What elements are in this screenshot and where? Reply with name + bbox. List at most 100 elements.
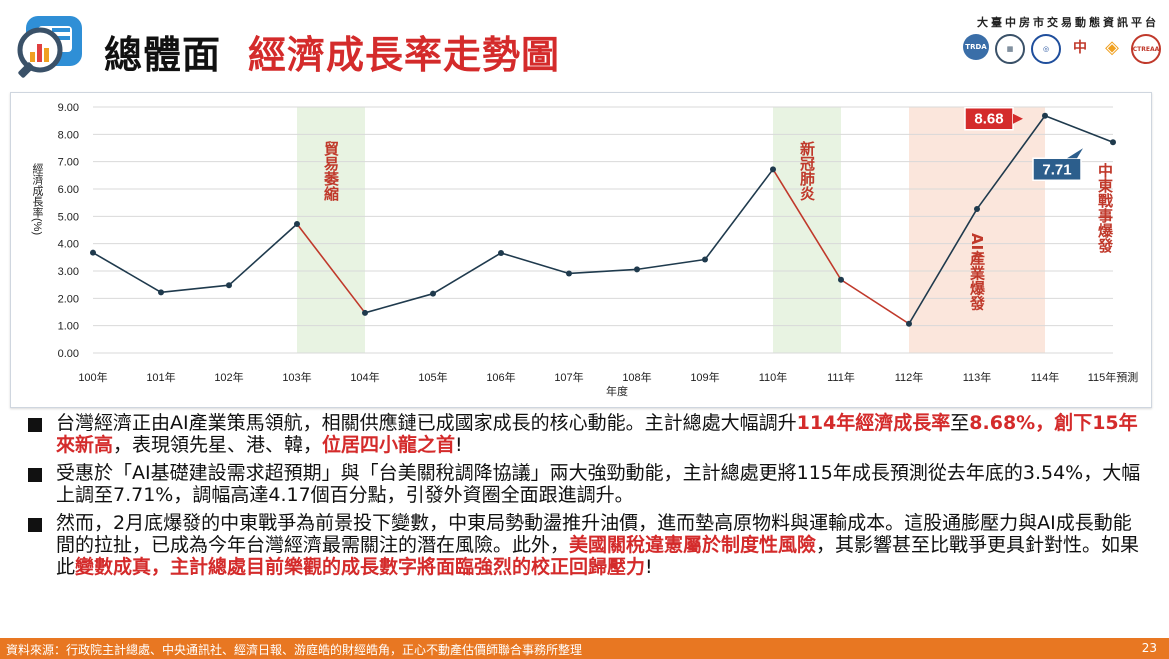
x-tick-label: 105年 bbox=[418, 370, 447, 384]
bullet-item: 受惠於「AI基礎建設需求超預期」與「台美關稅調降協議」兩大強勁動能，主計總處更將… bbox=[28, 462, 1148, 506]
series-line-segment bbox=[840, 279, 910, 325]
data-point bbox=[498, 249, 504, 256]
series-line-segment bbox=[568, 268, 638, 275]
data-callout-pointer bbox=[1067, 148, 1083, 159]
body-text: ! bbox=[455, 434, 463, 456]
data-point bbox=[1110, 139, 1116, 146]
y-tick-label: 3.00 bbox=[58, 266, 79, 278]
side-annotation: 中東戰事爆發 bbox=[1096, 162, 1114, 254]
x-tick-label: 103年 bbox=[282, 370, 311, 384]
data-point bbox=[226, 282, 232, 289]
bullet-square-icon bbox=[28, 518, 42, 532]
x-tick-label: 106年 bbox=[486, 370, 515, 384]
data-point bbox=[634, 266, 640, 273]
y-tick-label: 1.00 bbox=[58, 321, 79, 333]
highlight-text: 變數成真，主計總處目前樂觀的成長數字將面臨強烈的校正回歸壓力 bbox=[75, 556, 646, 578]
x-tick-label: 107年 bbox=[554, 370, 583, 384]
bullet-item: 台灣經濟正由AI產業策馬領航，相關供應鏈已成國家成長的核心動能。主計總處大幅調升… bbox=[28, 412, 1148, 456]
y-tick-label: 8.00 bbox=[58, 129, 79, 141]
x-tick-label: 111年 bbox=[827, 370, 855, 384]
x-tick-label: 108年 bbox=[622, 370, 651, 384]
page-number: 23 bbox=[1141, 641, 1157, 655]
x-tick-label: 102年 bbox=[214, 370, 243, 384]
event-band-label-2: AI產業爆發 bbox=[968, 233, 986, 311]
bullet-item: 然而，2月底爆發的中東戰爭為前景投下變數，中東局勢動盪推升油價，進而墊高原物料與… bbox=[28, 512, 1148, 578]
series-line-segment bbox=[908, 208, 978, 325]
series-line-segment bbox=[704, 168, 774, 261]
body-text: ，其影響甚至比戰爭更具針對性。如果此 bbox=[56, 534, 1140, 578]
data-analysis-logo-icon bbox=[17, 16, 82, 78]
series-line-segment bbox=[500, 252, 570, 275]
ctreaa-logo-icon: CTREAA bbox=[1131, 34, 1161, 64]
series-line-segment bbox=[296, 223, 366, 314]
highlight-text: 8.68%，創下15年來新高 bbox=[56, 412, 1138, 456]
bullet-list: 台灣經濟正由AI產業策馬領航，相關供應鏈已成國家成長的核心動能。主計總處大幅調升… bbox=[28, 412, 1148, 584]
source-note: 資料來源：行政院主計總處、中央通訊社、經濟日報、游庭皓的財經皓角，正心不動產估價… bbox=[6, 643, 583, 657]
data-point bbox=[90, 249, 96, 256]
series-line-segment bbox=[772, 168, 842, 281]
bullet-square-icon bbox=[28, 418, 42, 432]
data-point bbox=[566, 270, 572, 277]
series-line-segment bbox=[160, 284, 230, 294]
data-callout-label: 7.71 bbox=[1042, 161, 1071, 178]
data-point bbox=[430, 290, 436, 297]
seal-logo-icon: ◎ bbox=[1031, 34, 1061, 64]
diamond-logo-icon: ◈ bbox=[1105, 36, 1119, 58]
series-line-segment bbox=[92, 251, 162, 294]
series-line-segment bbox=[976, 115, 1046, 210]
data-callout-label: 8.68 bbox=[974, 111, 1003, 128]
event-band-label-1: 新冠肺炎 bbox=[798, 140, 816, 201]
x-tick-label: 109年 bbox=[690, 370, 719, 384]
x-tick-label: 115年預測 bbox=[1088, 370, 1139, 384]
body-text: ! bbox=[645, 556, 653, 578]
series-line-segment bbox=[228, 223, 298, 286]
y-tick-label: 2.00 bbox=[58, 293, 79, 305]
series-line-segment bbox=[432, 252, 502, 295]
event-band-label-0: 貿易萎縮 bbox=[322, 140, 340, 202]
series-line-segment bbox=[636, 258, 706, 271]
trda-logo-icon: TRDA bbox=[963, 34, 989, 60]
x-tick-label: 114年 bbox=[1031, 370, 1060, 384]
event-band-1 bbox=[773, 107, 841, 353]
body-text: 受惠於「AI基礎建設需求超預期」與「台美關稅調降協議」兩大強勁動能，主計總處更將… bbox=[56, 462, 1141, 506]
x-tick-label: 110年 bbox=[759, 370, 788, 384]
x-axis-label: 年度 bbox=[606, 384, 628, 398]
y-tick-label: 9.00 bbox=[58, 102, 79, 114]
y-tick-label: 6.00 bbox=[58, 184, 79, 196]
building-logo-icon: ▦ bbox=[995, 34, 1025, 64]
bullet-text: 台灣經濟正由AI產業策馬領航，相關供應鏈已成國家成長的核心動能。主計總處大幅調升… bbox=[56, 412, 1148, 456]
x-tick-label: 112年 bbox=[895, 370, 924, 384]
event-band-0 bbox=[297, 107, 365, 353]
data-point bbox=[1042, 112, 1048, 119]
y-tick-label: 4.00 bbox=[58, 239, 79, 251]
footer-bar: 資料來源：行政院主計總處、中央通訊社、經濟日報、游庭皓的財經皓角，正心不動產估價… bbox=[0, 638, 1169, 659]
x-tick-label: 100年 bbox=[78, 370, 107, 384]
data-point bbox=[974, 205, 980, 212]
agency-logos: TRDA ▦ ◎ 中 ◈ CTREAA bbox=[963, 34, 1161, 64]
data-point bbox=[362, 309, 368, 316]
chinese-logo-icon: 中 bbox=[1073, 40, 1087, 56]
data-point bbox=[702, 256, 708, 263]
x-tick-label: 101年 bbox=[146, 370, 175, 384]
bullet-square-icon bbox=[28, 468, 42, 482]
slide-header: 總體面 經濟成長率走勢圖 大臺中房市交易動態資訊平台 TRDA ▦ ◎ 中 ◈ … bbox=[0, 0, 1169, 90]
body-text: 然而，2月底爆發的中東戰爭為前景投下變數，中東局勢動盪推升油價，進而墊高原物料與… bbox=[56, 512, 1132, 556]
y-tick-label: 0.00 bbox=[58, 348, 79, 360]
data-point bbox=[838, 276, 844, 283]
data-point bbox=[158, 289, 164, 296]
data-point bbox=[770, 166, 776, 173]
highlight-text: 位居四小龍之首 bbox=[322, 434, 456, 456]
body-text: ，表現領先星、港、韓， bbox=[113, 434, 323, 456]
data-point bbox=[294, 220, 300, 227]
data-callout-box bbox=[1032, 157, 1082, 182]
highlight-text: 美國關稅違憲屬於制度性風險 bbox=[569, 534, 817, 556]
chart-svg: 0.00 1.00 2.00 3.00 4.00 5.00 6.00 7.00 8.00 9.00… bbox=[31, 102, 1139, 398]
y-axis-label: 經濟成長率(%) bbox=[31, 162, 44, 235]
bullet-text: 受惠於「AI基礎建設需求超預期」與「台美關稅調降協議」兩大強勁動能，主計總處更將… bbox=[56, 462, 1148, 506]
highlight-text: 114年經濟成長率 bbox=[796, 412, 951, 434]
body-text: 至 bbox=[950, 412, 970, 434]
page-subtitle: 經濟成長率走勢圖 bbox=[248, 33, 561, 77]
y-tick-label: 5.00 bbox=[58, 211, 79, 223]
y-tick-label: 7.00 bbox=[58, 157, 79, 169]
bullet-text: 然而，2月底爆發的中東戰爭為前景投下變數，中東局勢動盪推升油價，進而墊高原物料與… bbox=[56, 512, 1148, 578]
